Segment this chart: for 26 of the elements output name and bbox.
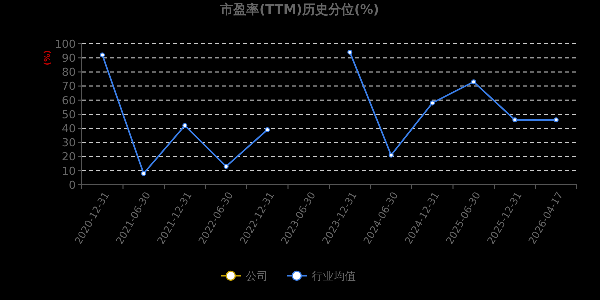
legend-label: 行业均值 [312, 270, 356, 283]
y-tick-label: 100 [55, 38, 76, 51]
point [512, 118, 518, 123]
y-tick-label: 80 [62, 66, 76, 80]
y-axis-title: (%) [42, 50, 52, 66]
point [182, 123, 188, 128]
y-tick-label: 60 [62, 94, 76, 108]
point [430, 100, 436, 106]
legend-label: 公司 [246, 270, 268, 283]
y-tick-label: 90 [62, 52, 76, 65]
point [224, 164, 229, 170]
point [388, 152, 394, 158]
y-tick-label: 50 [62, 108, 76, 122]
point [471, 80, 476, 85]
y-tick-label: 0 [69, 178, 76, 192]
point [141, 171, 146, 176]
y-tick-label: 30 [62, 136, 76, 150]
y-tick-label: 70 [62, 80, 76, 94]
point [100, 52, 106, 58]
point [265, 128, 270, 133]
y-tick-label: 20 [62, 150, 76, 164]
y-tick-label: 10 [62, 164, 76, 178]
chart-title: 市盈率(TTM)历史分位(%) [220, 2, 380, 18]
point [348, 50, 353, 55]
point [554, 118, 559, 123]
y-tick-label: 40 [62, 122, 76, 136]
